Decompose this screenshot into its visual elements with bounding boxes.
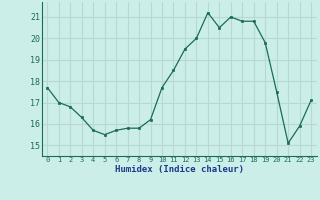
X-axis label: Humidex (Indice chaleur): Humidex (Indice chaleur) xyxy=(115,165,244,174)
